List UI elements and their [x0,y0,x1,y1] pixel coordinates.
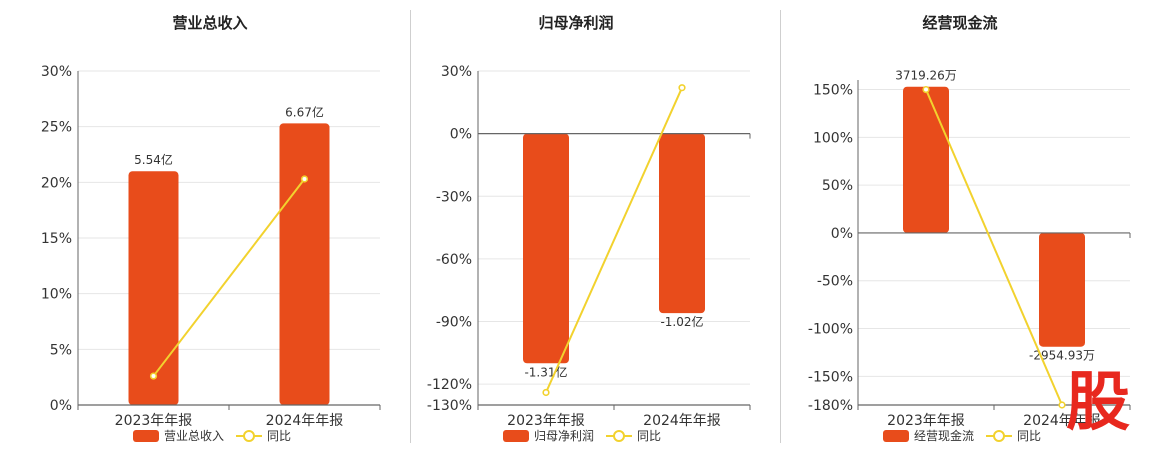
legend-label-bar: 归母净利润 [534,429,594,443]
x-category-label: 2023年年报 [115,413,193,429]
legend-swatch-point [613,430,625,442]
chart-panel-2: 归母净利润 30% 0% -30% -60% -90% -120% -130% -1.31亿 -1… [427,14,751,443]
y-tick-label: 0% [50,398,72,414]
yoy-point [149,372,158,380]
chart-title: 营业总收入 [172,14,247,32]
y-tick-label: -120% [427,377,472,393]
y-tick-label: -30% [436,189,472,205]
y-tick-label: -50% [817,274,853,290]
y-tick-label: -90% [436,315,472,331]
legend: 营业总收入 同比 [133,429,291,443]
y-tick-label: -130% [427,398,472,414]
y-tick-label: 30% [41,64,72,80]
yoy-point [300,175,309,183]
legend-label-line: 同比 [637,429,661,443]
legend-swatch-bar [503,430,529,442]
bar-data-label: 5.54亿 [134,152,173,167]
yoy-line [152,178,306,377]
x-category-label: 2023年年报 [887,413,965,429]
x-category-label: 2024年年报 [266,413,344,429]
yoy-point [678,84,686,92]
bar [1039,232,1085,347]
legend: 归母净利润 同比 [503,429,661,443]
legend: 经营现金流 同比 [883,428,1041,443]
yoy-line [925,89,1063,406]
y-tick-label: 0% [450,127,472,143]
legend-swatch-bar [883,430,909,442]
yoy-point [1058,401,1066,409]
yoy-point [922,85,930,94]
bar-data-label: -1.31亿 [524,364,567,379]
chart-title: 归母净利润 [538,14,613,32]
y-tick-label: 50% [822,178,853,194]
x-category-label: 2024年年报 [643,413,721,429]
bar-data-label: -2954.93万 [1029,349,1095,363]
bar-data-label: 6.67亿 [285,104,324,119]
y-tick-label: 150% [813,83,853,99]
bar [659,133,705,314]
legend-label-line: 同比 [1017,429,1041,443]
chart-panel-1: 营业总收入 0% 5% 10% 15% 20% 25% 30% 5.54亿 6.67亿 2023年年… [41,14,381,443]
y-tick-label: 0% [831,226,853,242]
y-tick-label: -60% [436,252,472,268]
y-tick-label: -150% [808,369,853,385]
y-tick-label: 5% [50,342,72,358]
legend-swatch-point [243,430,255,442]
legend-swatch-bar [133,430,159,442]
y-tick-label: -100% [808,322,853,338]
legend-label-bar: 营业总收入 [164,429,224,443]
x-category-label: 2024年年报 [1023,413,1101,429]
legend-swatch-point [993,430,1005,442]
chart-title: 经营现金流 [922,14,997,32]
bar [279,123,330,406]
y-tick-label: 30% [441,64,472,80]
legend-label-line: 同比 [267,429,291,443]
chart-panel-3: 经营现金流 150% 100% 50% 0% -50% -100% -150% -180% 371… [808,14,1131,443]
y-tick-label: 100% [813,130,853,146]
bar [523,133,569,364]
bar [903,86,949,233]
y-tick-label: 25% [41,120,72,136]
bar-data-label: -1.02亿 [660,314,703,329]
y-tick-label: 15% [41,231,72,247]
yoy-point [542,388,550,397]
y-tick-label: -180% [808,398,853,414]
watermark-glyph: 股 [1066,366,1130,440]
legend-label-bar: 经营现金流 [914,428,974,443]
y-tick-label: 10% [41,287,72,303]
x-category-label: 2023年年报 [507,413,585,429]
y-tick-label: 20% [41,175,72,191]
yoy-line [545,87,683,393]
bar-data-label: 3719.26万 [895,69,957,83]
bar [128,171,179,405]
